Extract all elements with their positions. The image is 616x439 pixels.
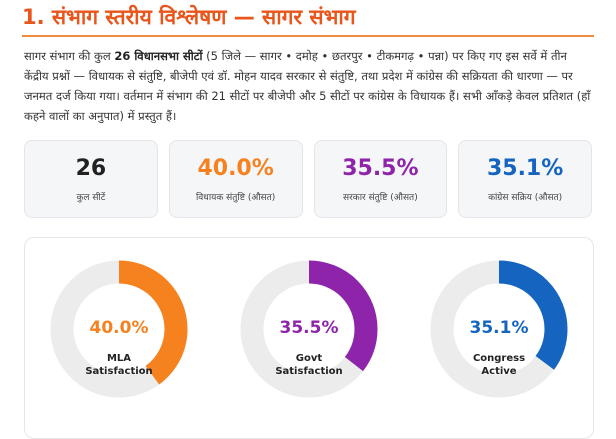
stat-card-congress: 35.1% कांग्रेस सक्रिय (औसत) [458, 140, 592, 218]
donut-congress: 35.1% Congress Active [429, 259, 569, 399]
donut-percent: 35.5% [279, 318, 339, 338]
stat-label: सरकार संतुष्टि (औसत) [343, 192, 418, 203]
stat-label: कुल सीटें [76, 192, 106, 203]
donut-percent: 40.0% [89, 318, 149, 338]
donut-panel: 40.0% MLA Satisfaction 35.5% Govt Satisfac… [24, 237, 594, 439]
stat-value: 35.1% [486, 155, 564, 181]
donut-mla: 40.0% MLA Satisfaction [49, 259, 189, 399]
donut-percent: 35.1% [469, 318, 529, 338]
donut-caption: MLA Satisfaction [49, 352, 189, 378]
intro-text-1: सागर संभाग की कुल [24, 49, 115, 63]
donut-arc-congress [430, 260, 568, 398]
stat-card-govt: 35.5% सरकार संतुष्टि (औसत) [313, 140, 448, 218]
donut-govt: 35.5% Govt Satisfaction [239, 259, 379, 399]
donut-chart-congress [430, 260, 568, 398]
stat-value: 26 [75, 155, 107, 181]
stat-label: कांग्रेस सक्रिय (औसत) [488, 192, 563, 203]
stat-label: विधायक संतुष्टि (औसत) [195, 192, 276, 203]
intro-text-bold: 26 विधानसभा सीटों [114, 49, 203, 63]
donut-arc-mla [50, 260, 188, 398]
donut-arc-govt [240, 260, 378, 398]
stats-row: 26 कुल सीटें 40.0% विधायक संतुष्टि (औसत)… [24, 140, 592, 218]
donut-chart-govt [240, 260, 378, 398]
donut-caption-line1: Govt [295, 353, 323, 364]
donut-caption-line2: Satisfaction [85, 366, 153, 377]
donut-caption: Congress Active [429, 352, 569, 378]
donut-caption: Govt Satisfaction [239, 352, 379, 378]
donut-caption-line1: MLA [106, 353, 132, 364]
donut-caption-line2: Active [481, 366, 517, 377]
page-title: 1. संभाग स्तरीय विश्लेषण — सागर संभाग [22, 5, 356, 29]
intro-paragraph: सागर संभाग की कुल 26 विधानसभा सीटों (5 ज… [24, 46, 592, 126]
stat-value: 35.5% [342, 155, 419, 181]
donut-caption-line2: Satisfaction [275, 366, 343, 377]
title-divider [22, 35, 594, 37]
stat-card-mla: 40.0% विधायक संतुष्टि (औसत) [168, 140, 303, 218]
intro-text-2: (5 जिले — सागर • दमोह • छतरपुर • टीकमगढ़… [24, 49, 591, 123]
stat-card-seats: 26 कुल सीटें [24, 140, 158, 218]
stat-value: 40.0% [197, 155, 274, 181]
donut-chart-mla [50, 260, 188, 398]
donut-caption-line1: Congress [472, 353, 526, 364]
